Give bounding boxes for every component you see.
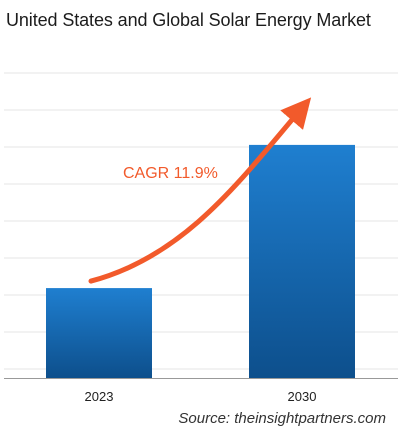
bar-2030 xyxy=(249,144,355,378)
x-tick-label: 2030 xyxy=(288,389,317,404)
x-tick-labels: 2023 2030 xyxy=(85,389,317,404)
bar-2023 xyxy=(46,288,152,378)
cagr-arrow xyxy=(88,97,312,284)
bars xyxy=(46,144,355,378)
chart-title: United States and Global Solar Energy Ma… xyxy=(6,10,371,30)
cagr-label: CAGR 11.9% xyxy=(123,165,218,182)
source-credit: Source: theinsightpartners.com xyxy=(178,410,386,427)
x-tick-label: 2023 xyxy=(85,389,114,404)
